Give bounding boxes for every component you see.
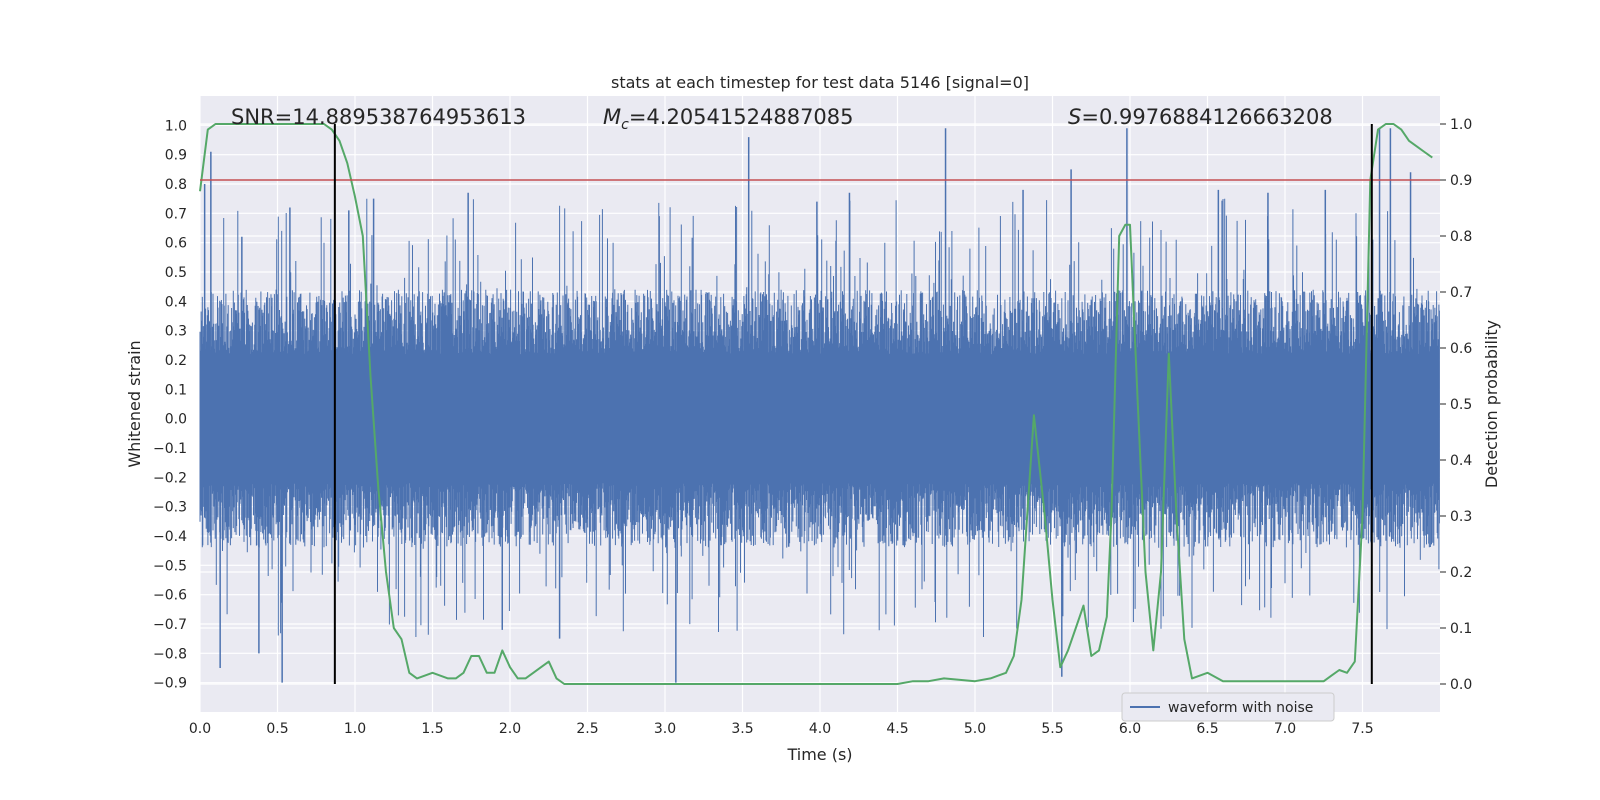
y-tick-label: −0.8 [153, 646, 187, 662]
legend: waveform with noise [1121, 692, 1335, 722]
x-tick-label: 2.5 [576, 721, 598, 737]
x-tick-label: 4.5 [886, 721, 908, 737]
y2-tick-label: 0.6 [1450, 341, 1472, 357]
y-axis-label: Whitened strain [125, 340, 144, 467]
y-tick-label: −0.1 [153, 441, 187, 457]
y-tick-label: 0.5 [165, 265, 187, 281]
chart-title: stats at each timestep for test data 514… [611, 73, 1029, 92]
y2-tick-label: 0.9 [1450, 173, 1472, 189]
legend-box [1121, 692, 1335, 722]
x-tick-label: 6.5 [1196, 721, 1218, 737]
s-annotation: S=0.9976884126663208 [1068, 105, 1333, 129]
y-tick-label: −0.7 [153, 617, 187, 633]
y2-tick-label: 0.4 [1450, 453, 1472, 469]
waveform-bars [199, 198, 1440, 637]
x-tick-label: 1.5 [421, 721, 443, 737]
y-tick-label: −0.5 [153, 558, 187, 574]
x-tick-label: 5.5 [1041, 721, 1063, 737]
y-tick-label: 0.9 [165, 148, 187, 164]
legend-entry: waveform with noise [1168, 700, 1313, 716]
y2-tick-label: 0.0 [1450, 677, 1472, 693]
y-tick-label: −0.2 [153, 470, 187, 486]
y2-tick-label: 0.7 [1450, 285, 1472, 301]
x-tick-label: 4.0 [809, 721, 831, 737]
axes: 0.0 0.5 1.0 1.5 2.0 2.5 3.0 3.5 4.0 4.5 5.0 5.5 6.0 6… [153, 117, 1472, 737]
y-tick-label: 0.4 [165, 294, 187, 310]
y-tick-label: 0.1 [165, 382, 187, 398]
y2-tick-label: 0.8 [1450, 229, 1472, 245]
y-tick-label: −0.3 [153, 500, 187, 516]
y-tick-label: −0.6 [153, 588, 187, 604]
y-tick-label: −0.9 [153, 676, 187, 692]
x-tick-label: 6.0 [1119, 721, 1141, 737]
mc-annotation: Mc=4.20541524887085 [603, 105, 854, 133]
probability-series [199, 123, 1433, 685]
x-tick-label: 3.0 [654, 721, 676, 737]
y-tick-label: 0.3 [165, 324, 187, 340]
y2-tick-label: 0.3 [1450, 509, 1472, 525]
x-tick-label: 0.5 [266, 721, 288, 737]
y2-tick-label: 0.5 [1450, 397, 1472, 413]
x-tick-label: 3.5 [731, 721, 753, 737]
x-tick-label: 5.0 [964, 721, 986, 737]
y-tick-label: 0.0 [165, 412, 187, 428]
y-tick-label: 0.2 [165, 353, 187, 369]
y2-tick-label: 0.1 [1450, 621, 1472, 637]
y2-axis-label: Detection probability [1482, 320, 1501, 488]
x-axis-label: Time (s) [786, 745, 852, 764]
y-tick-label: 0.8 [165, 177, 187, 193]
x-tick-label: 0.0 [189, 721, 211, 737]
y-tick-label: 0.7 [165, 206, 187, 222]
x-tick-label: 2.0 [499, 721, 521, 737]
probability-line [199, 123, 1433, 685]
waveform-series [199, 128, 1440, 683]
x-tick-label: 1.0 [344, 721, 366, 737]
y2-tick-label: 1.0 [1450, 117, 1472, 133]
x-tick-label: 7.5 [1351, 721, 1373, 737]
overlays [200, 124, 1440, 684]
y2-tick-label: 0.2 [1450, 565, 1472, 581]
y-tick-label: 1.0 [165, 118, 187, 134]
y-tick-label: 0.6 [165, 236, 187, 252]
snr-annotation: SNR=14.889538764953613 [231, 105, 526, 129]
y-tick-label: −0.4 [153, 529, 187, 545]
x-tick-label: 7.0 [1274, 721, 1296, 737]
